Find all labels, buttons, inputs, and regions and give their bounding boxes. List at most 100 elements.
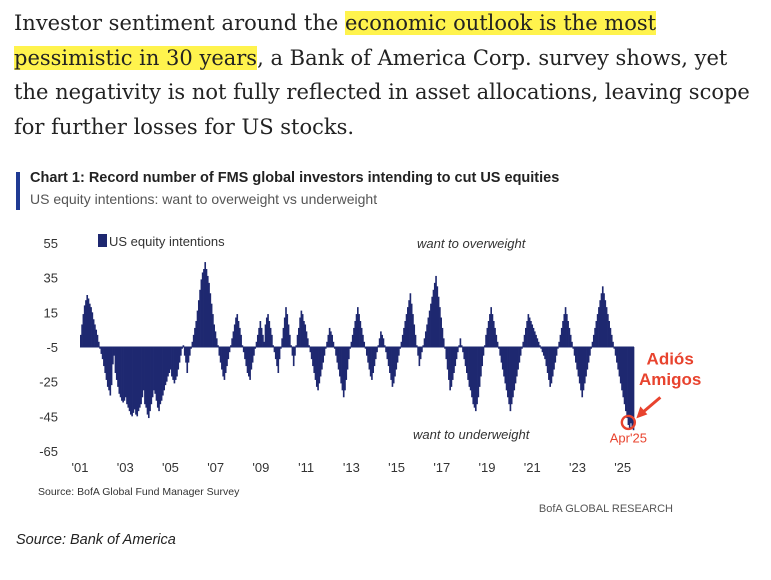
bar: [90, 307, 92, 347]
bar: [109, 347, 112, 396]
x-tick-label: '03: [117, 460, 134, 475]
bar: [200, 279, 203, 347]
bar: [128, 347, 131, 412]
bar: [559, 334, 562, 347]
bar: [607, 314, 609, 347]
bar: [181, 347, 183, 349]
bar: [246, 347, 249, 373]
bar: [455, 347, 458, 360]
bar: [305, 331, 308, 347]
bar: [453, 347, 455, 373]
bar: [212, 314, 214, 347]
bar: [492, 321, 495, 347]
bar: [567, 321, 569, 347]
bar: [259, 321, 262, 347]
bar: [154, 347, 157, 394]
bar: [331, 334, 333, 347]
bar: [609, 327, 612, 347]
bar: [309, 347, 312, 353]
chart-annotation: Adiós: [647, 349, 694, 368]
bar: [328, 327, 331, 347]
bar: [374, 347, 377, 360]
bar: [596, 314, 599, 347]
bar: [278, 347, 281, 360]
bar: [153, 347, 155, 391]
bar: [317, 347, 319, 391]
bar: [291, 347, 294, 356]
bar: [162, 347, 164, 396]
bar: [392, 347, 395, 384]
bar: [242, 347, 245, 353]
bar: [342, 347, 345, 398]
bar: [222, 347, 224, 377]
bar: [199, 289, 201, 347]
bar: [253, 347, 255, 356]
bar: [239, 327, 241, 347]
bar: [594, 327, 596, 347]
chart-annotation: want to underweight: [413, 427, 531, 442]
bar: [260, 327, 263, 347]
bar: [332, 341, 335, 347]
bar: [525, 327, 527, 347]
bar: [219, 347, 222, 363]
bar: [255, 341, 258, 347]
bar: [431, 296, 434, 347]
y-tick-label: -45: [39, 409, 58, 424]
chart-annotation: want to overweight: [417, 236, 527, 251]
bar: [555, 347, 558, 356]
bar: [236, 314, 239, 347]
bar: [504, 347, 507, 384]
bar: [231, 338, 233, 347]
bar: [407, 307, 409, 347]
bar: [491, 314, 494, 347]
bar: [91, 312, 94, 347]
bar: [190, 347, 192, 349]
bar: [88, 303, 91, 347]
bar: [458, 345, 460, 347]
bar: [612, 341, 614, 347]
bar: [369, 347, 372, 377]
bar: [215, 338, 218, 347]
bar: [527, 314, 530, 347]
bar: [145, 347, 148, 408]
bar: [446, 347, 449, 370]
bar: [312, 347, 314, 367]
bar: [473, 347, 476, 408]
bar: [512, 347, 514, 398]
bar: [560, 327, 563, 347]
bar: [321, 347, 323, 370]
bar: [256, 334, 259, 347]
bar: [619, 347, 622, 384]
bar: [517, 347, 519, 370]
bar: [496, 341, 499, 347]
bar: [572, 347, 575, 349]
bar: [272, 345, 274, 347]
y-tick-label: 55: [44, 236, 58, 251]
bar: [192, 334, 195, 347]
bar: [186, 347, 189, 373]
bar: [155, 347, 158, 401]
bar: [507, 347, 509, 398]
bar: [160, 347, 163, 401]
bar: [403, 327, 405, 347]
bar: [380, 331, 382, 347]
bar: [604, 300, 607, 347]
bar: [300, 310, 303, 347]
bar: [550, 347, 553, 384]
bar: [137, 347, 140, 412]
bar: [281, 338, 283, 347]
bar: [351, 334, 354, 347]
bar: [419, 347, 422, 360]
bar: [80, 334, 82, 347]
bar: [477, 347, 480, 398]
bar: [158, 347, 160, 412]
bar: [355, 314, 358, 347]
bar: [378, 338, 381, 347]
bar: [133, 347, 136, 410]
bar: [336, 347, 339, 363]
bar: [595, 321, 598, 347]
bar: [623, 347, 626, 405]
bar: [136, 347, 139, 417]
bar: [277, 347, 280, 373]
bar: [544, 347, 546, 360]
